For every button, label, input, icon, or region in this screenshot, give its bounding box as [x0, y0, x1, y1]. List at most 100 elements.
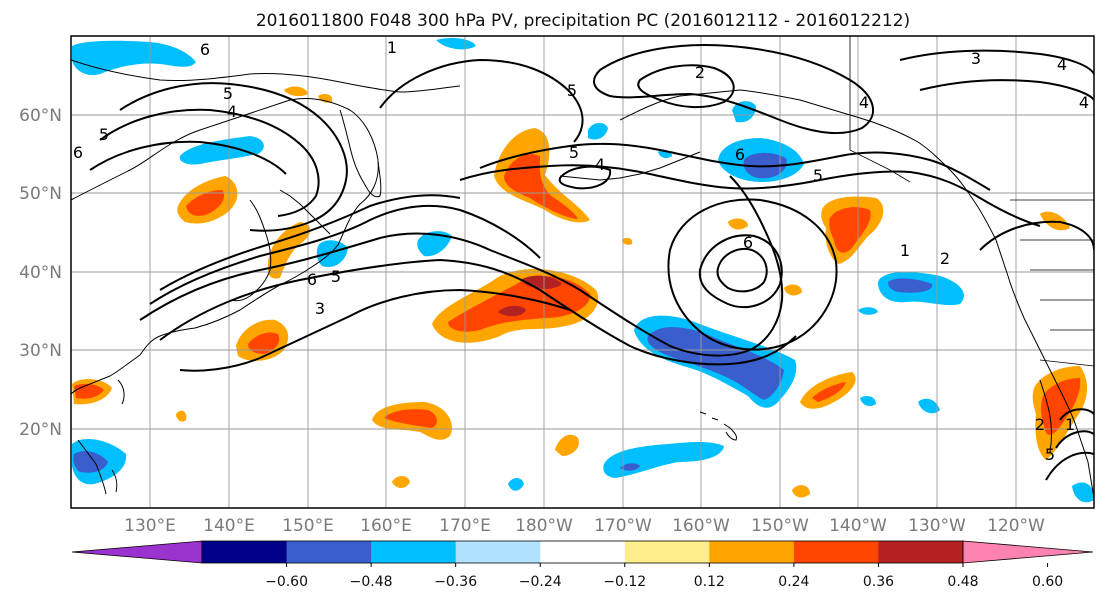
contour-label: 5	[331, 267, 341, 286]
map-frame	[70, 35, 1095, 509]
precip-blob-arctic-west	[72, 40, 196, 76]
coastline-aleutians	[559, 151, 701, 181]
colorbar	[71, 540, 1094, 564]
map-title: 2016011800 F048 300 hPa PV, precipitatio…	[256, 11, 910, 31]
precip-blob-gulf-alaska-core	[829, 207, 871, 253]
precip-blob-small-9	[284, 86, 308, 97]
lon-label: 170°W	[594, 516, 652, 536]
precip-blob-aleutian-east-2	[732, 101, 756, 123]
border-canada-alaska	[849, 36, 911, 183]
pv-contour-polar-lobe-inner	[637, 64, 735, 109]
colorbar-tick-label: −0.60	[265, 574, 308, 590]
pv-contour-6	[159, 194, 461, 291]
contour-label: 5	[223, 84, 233, 103]
colorbar-segment	[709, 541, 795, 563]
contour-label: 1	[1065, 415, 1075, 434]
precip-blob-small-2	[392, 476, 410, 488]
precip-blob-small-n2	[858, 307, 878, 315]
colorbar-segment	[624, 541, 710, 563]
precip-blob-subtropic-west-core	[384, 409, 437, 428]
lon-label: 140°W	[829, 516, 887, 536]
lon-label: 160°W	[672, 516, 730, 536]
coastline-asia	[71, 97, 379, 395]
precip-blob-small-1	[555, 434, 579, 456]
precip-blob-central-north	[316, 240, 348, 268]
pv-contour-north-lobe-2	[99, 108, 320, 217]
colorbar-tick-label: −0.24	[519, 574, 562, 590]
border-us-states	[1020, 239, 1094, 331]
lon-label: 120°W	[987, 516, 1045, 536]
lon-label: 180°W	[515, 516, 573, 536]
coastline-alaska	[619, 89, 1009, 277]
precip-blob-japan-east	[267, 222, 311, 279]
colorbar-tick-label: −0.48	[350, 574, 393, 590]
colorbar-segment	[286, 541, 372, 563]
colorbar-extend-low	[71, 540, 203, 564]
pv-contour-east-2	[919, 79, 1094, 101]
coastline-japan	[231, 199, 272, 302]
lon-label: 150°W	[751, 516, 809, 536]
precip-blob-bering	[588, 122, 608, 140]
contour-label: 6	[73, 143, 83, 162]
pv-contour-ridge-alaska-2	[479, 142, 991, 191]
lon-label: 130°E	[124, 516, 176, 536]
colorbar-segment	[540, 541, 626, 563]
contour-label: 5	[569, 143, 579, 162]
precip-blob-small-5	[728, 218, 748, 230]
contour-label: 4	[859, 93, 869, 112]
precip-blob-dateline-max	[498, 305, 526, 317]
coastline-north-america-west	[1007, 275, 1094, 499]
coastline-baja	[1039, 379, 1052, 453]
precip-blob-small-6	[784, 284, 802, 296]
contour-label: 5	[99, 125, 109, 144]
contour-label: 4	[1057, 55, 1067, 74]
contour-label: 1	[900, 241, 910, 260]
pv-contour-east-trough	[979, 220, 1094, 251]
contour-label: 4	[595, 155, 605, 174]
lat-label: 30°N	[19, 341, 62, 361]
precip-blob-japan-south-core	[248, 332, 280, 354]
colorbar-segment	[878, 541, 964, 563]
contour-label: 4	[227, 102, 237, 121]
coastline-taiwan	[117, 379, 125, 405]
contour-label: 6	[743, 233, 753, 252]
colorbar-labels: −0.60 −0.48 −0.36 −0.24 −0.12 0.12 0.24 0.36 0.4…	[265, 563, 1063, 590]
precip-blob-small-n4	[860, 396, 876, 406]
lon-label: 150°E	[282, 516, 334, 536]
precip-blob-southwest-core	[73, 451, 108, 473]
precip-blob-arctic-west-2	[436, 38, 476, 50]
colorbar-tick-label: 0.60	[1032, 574, 1063, 590]
border-usa-mexico	[1039, 359, 1094, 367]
pv-contour-east	[899, 49, 1094, 75]
precip-blob-small-n5	[1072, 482, 1094, 503]
lon-label: 130°W	[908, 516, 966, 536]
contour-label: 5	[567, 81, 577, 100]
lat-label: 20°N	[19, 420, 62, 440]
precip-blob-small-11	[622, 237, 633, 245]
contour-label: 5	[1045, 445, 1055, 464]
contour-label: 1	[387, 38, 397, 57]
contour-label: 2	[695, 63, 705, 82]
pv-contour-ridge-alaska	[459, 164, 1041, 227]
colorbar-tick-label: −0.36	[434, 574, 477, 590]
coastline-hawaii	[699, 411, 737, 441]
colorbar-segment	[202, 541, 288, 563]
colorbar-segment	[793, 541, 879, 563]
pv-contour-north-lobe-3	[89, 140, 287, 175]
contour-label: 3	[971, 49, 981, 68]
latitude-labels: 60°N 50°N 40°N 30°N 20°N	[19, 106, 62, 440]
precip-blob-kamchatka	[179, 136, 264, 165]
coastline-kamchatka	[339, 109, 382, 198]
pv-contour-baja-low	[1045, 408, 1094, 481]
pv-contours	[89, 44, 1094, 481]
precip-blob-central-north-2	[417, 231, 452, 257]
colorbar-tick-label: 0.24	[778, 574, 809, 590]
pv-contour-small-loop	[558, 165, 612, 190]
lat-label: 60°N	[19, 106, 62, 126]
coastline-philippines	[77, 439, 118, 495]
contour-label: 3	[315, 299, 325, 318]
longitude-labels: 130°E 140°E 150°E 160°E 170°E 180°W 170°W 160°W…	[124, 516, 1045, 536]
